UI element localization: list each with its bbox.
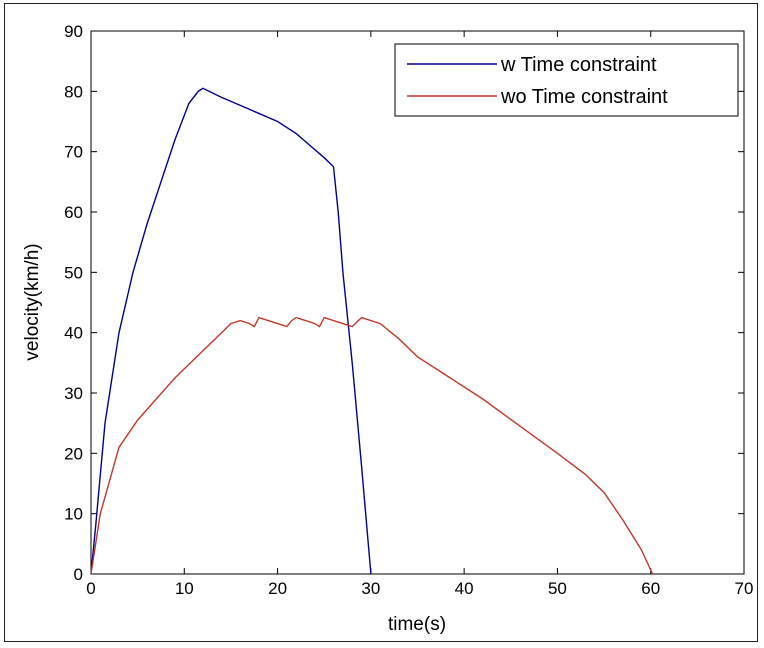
x-tick-label-4: 40 (455, 579, 474, 598)
x-tick-label-0: 0 (86, 579, 95, 598)
y-tick-label-8: 80 (64, 82, 83, 101)
x-axis-label: time(s) (388, 614, 446, 635)
y-tick-label-5: 50 (64, 263, 83, 282)
series-group (90, 87, 654, 575)
x-tick-label-6: 60 (641, 579, 660, 598)
y-tick-label-9: 90 (64, 22, 83, 41)
x-tick-label-2: 20 (268, 579, 287, 598)
legend-label-1: wo Time constraint (500, 86, 668, 108)
plot-area (90, 30, 745, 575)
legend: w Time constraint wo Time constraint (394, 43, 739, 117)
y-axis-label: velocity(km/h) (22, 243, 43, 360)
series-line-1 (90, 316, 654, 575)
y-tick-label-0: 0 (74, 565, 83, 584)
axis-ticks: 0 10 20 30 40 50 60 70 0 10 20 30 40 50 60 70 80 90 (64, 22, 753, 598)
x-tick-label-1: 10 (175, 579, 194, 598)
y-tick-label-6: 60 (64, 203, 83, 222)
y-tick-label-3: 30 (64, 384, 83, 403)
series-line-0 (90, 87, 372, 575)
y-tick-label-2: 20 (64, 444, 83, 463)
x-tick-label-7: 70 (735, 579, 754, 598)
legend-label-0: w Time constraint (500, 54, 657, 76)
legend-box (394, 43, 739, 117)
y-tick-label-7: 70 (64, 143, 83, 162)
x-tick-label-3: 30 (361, 579, 380, 598)
y-tick-label-1: 10 (64, 505, 83, 524)
x-tick-label-5: 50 (548, 579, 567, 598)
y-tick-label-4: 40 (64, 324, 83, 343)
